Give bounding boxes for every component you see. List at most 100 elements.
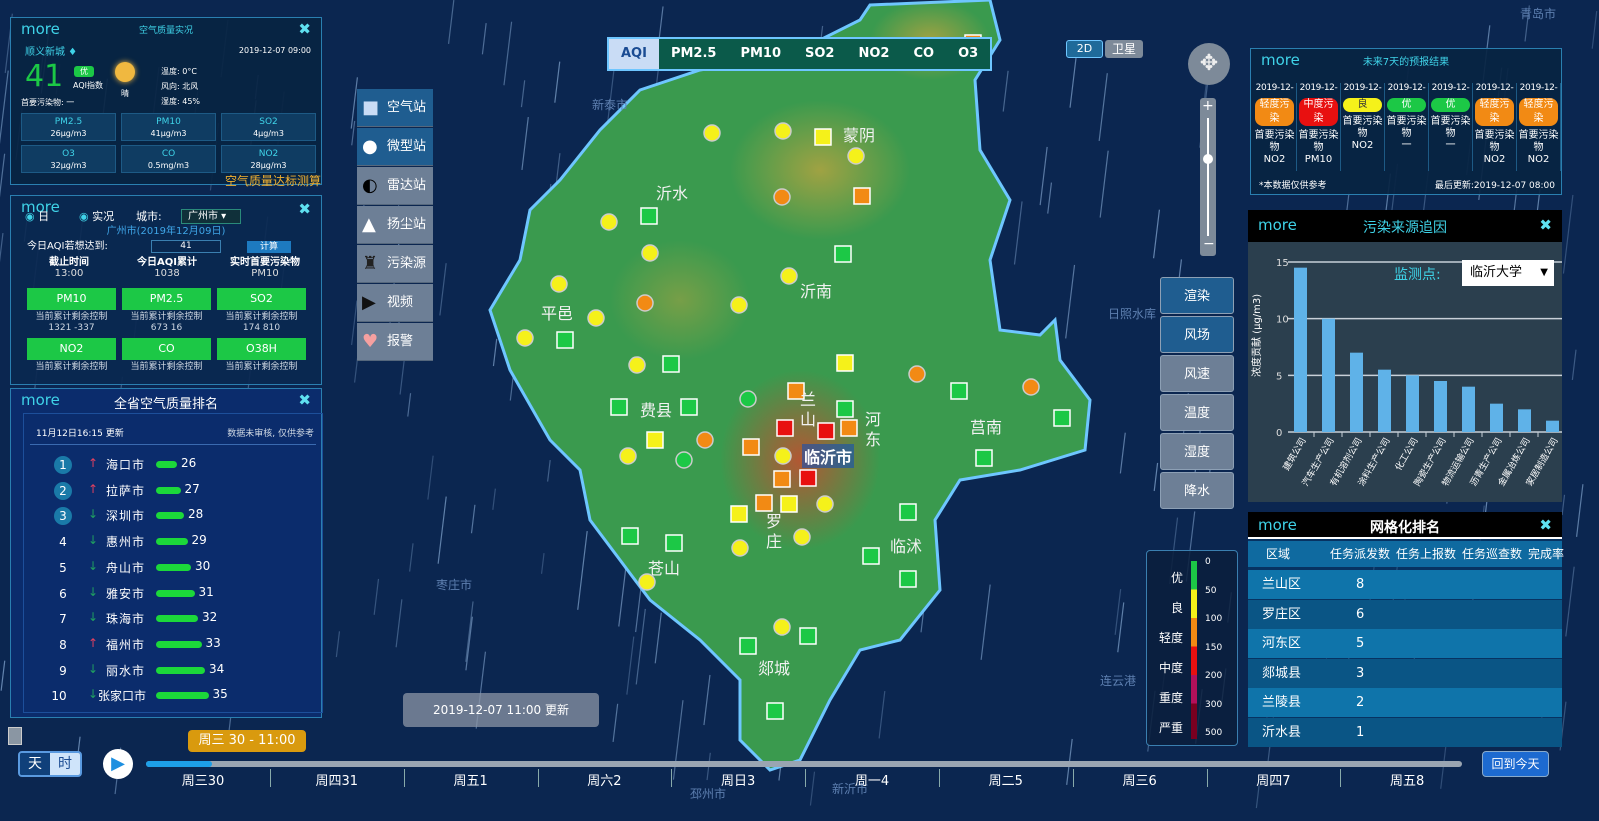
footer-link[interactable]: 空气质量达标测算 (224, 175, 321, 187)
pollutant-button[interactable]: PM10 (27, 288, 116, 310)
air-station-marker[interactable] (834, 245, 852, 263)
bar[interactable] (1350, 352, 1363, 432)
air-station-marker[interactable] (853, 187, 871, 205)
timeline-track[interactable] (146, 761, 1462, 767)
layer-button[interactable]: 降水 (1160, 472, 1234, 509)
more-link[interactable]: more (1258, 516, 1297, 534)
bar[interactable] (1294, 267, 1307, 432)
timeline-label[interactable]: 周一4 (854, 774, 890, 789)
pollutant-cell[interactable]: PM2.5 26μg/m3 (21, 113, 116, 141)
calc-button[interactable]: 计算 (247, 241, 291, 253)
mode-day[interactable]: 天 (20, 753, 50, 775)
air-station-marker[interactable] (776, 419, 794, 437)
micro-station-marker[interactable] (847, 147, 865, 165)
layer-button[interactable]: 风速 (1160, 355, 1234, 392)
micro-station-marker[interactable] (774, 122, 792, 140)
timeline-label[interactable]: 周日3 (721, 774, 756, 789)
air-station-marker[interactable] (665, 534, 683, 552)
layer-button[interactable]: 渲染 (1160, 277, 1234, 314)
micro-station-marker[interactable] (739, 390, 757, 408)
micro-station-marker[interactable] (628, 356, 646, 374)
pollutant-button[interactable]: CO (122, 338, 211, 360)
toolbar-circle[interactable]: ● 微型站 (357, 128, 433, 166)
air-station-marker[interactable] (640, 207, 658, 225)
bar[interactable] (1378, 369, 1391, 432)
timeline-label[interactable]: 周三6 (1122, 774, 1157, 789)
pan-control-icon[interactable]: ✥ (1188, 43, 1230, 85)
toolbar-factory[interactable]: ♜ 污染源 (357, 245, 433, 283)
air-station-marker[interactable] (840, 419, 858, 437)
micro-station-marker[interactable] (773, 188, 791, 206)
table-row[interactable]: 沂水县 1 (1248, 717, 1562, 747)
air-station-marker[interactable] (646, 431, 664, 449)
bar[interactable] (1546, 420, 1559, 432)
micro-station-marker[interactable] (731, 539, 749, 557)
city-select[interactable]: 顺义新城 ♦ (25, 47, 78, 58)
more-link[interactable]: more (21, 198, 60, 216)
zoom-out-icon[interactable]: − (1203, 236, 1215, 252)
timeline-label[interactable]: 周四31 (315, 774, 359, 789)
air-station-marker[interactable] (621, 527, 639, 545)
pollutant-button[interactable]: O38H (217, 338, 306, 360)
pollutant-button[interactable]: SO2 (217, 288, 306, 310)
table-row[interactable]: 河东区 5 (1248, 629, 1562, 658)
micro-station-marker[interactable] (600, 213, 618, 231)
air-station-marker[interactable] (742, 438, 760, 456)
tab-co[interactable]: CO (913, 46, 935, 61)
air-station-marker[interactable] (556, 331, 574, 349)
air-station-marker[interactable] (610, 398, 628, 416)
toolbar-half-circle[interactable]: ◐ 雷达站 (357, 167, 433, 205)
more-link[interactable]: more (1261, 51, 1300, 69)
layer-button[interactable]: 湿度 (1160, 433, 1234, 470)
layers-icon[interactable] (8, 727, 22, 745)
timeline-label[interactable]: 周六2 (587, 774, 622, 789)
micro-station-marker[interactable] (516, 329, 534, 347)
table-row[interactable]: 罗庄区 6 (1248, 599, 1562, 629)
toolbar-alarm[interactable]: ♥ 报警 (357, 323, 433, 361)
toolbar-square[interactable]: ■ 空气站 (357, 89, 433, 127)
radio-live[interactable]: ◉ 实况 (79, 210, 115, 223)
air-station-marker[interactable] (862, 547, 880, 565)
radio-day[interactable]: ◉ 日 (25, 210, 50, 223)
air-station-marker[interactable] (680, 398, 698, 416)
tab-o3[interactable]: O3 (958, 46, 979, 61)
micro-station-marker[interactable] (550, 275, 568, 293)
timeline-label[interactable]: 周四7 (1256, 774, 1291, 789)
air-station-marker[interactable] (1053, 409, 1071, 427)
micro-station-marker[interactable] (587, 309, 605, 327)
bar[interactable] (1322, 318, 1335, 432)
air-station-marker[interactable] (730, 505, 748, 523)
bar[interactable] (1518, 409, 1531, 432)
more-link[interactable]: more (1258, 216, 1297, 234)
micro-station-marker[interactable] (908, 365, 926, 383)
pollutant-cell[interactable]: SO2 4μg/m3 (221, 113, 316, 141)
air-station-marker[interactable] (836, 400, 854, 418)
air-station-marker[interactable] (814, 128, 832, 146)
mode-hour[interactable]: 时 (50, 753, 80, 775)
air-station-marker[interactable] (950, 382, 968, 400)
bar[interactable] (1434, 381, 1447, 432)
toolbar-triangle[interactable]: ▲ 扬尘站 (357, 206, 433, 244)
bar[interactable] (1406, 375, 1419, 432)
zoom-in-icon[interactable]: + (1202, 98, 1214, 114)
micro-station-marker[interactable] (773, 618, 791, 636)
back-to-today-button[interactable]: 回到今天 (1482, 751, 1549, 777)
air-station-marker[interactable] (899, 503, 917, 521)
granularity-toggle[interactable]: 天 时 (18, 751, 82, 777)
tab-pm10[interactable]: PM10 (740, 46, 782, 61)
micro-station-marker[interactable] (675, 451, 693, 469)
table-row[interactable]: 兰陵县 2 (1248, 688, 1562, 717)
tab-no2[interactable]: NO2 (858, 46, 890, 61)
micro-station-marker[interactable] (774, 447, 792, 465)
station-select[interactable]: 临沂大学 ▼ (1462, 260, 1554, 286)
micro-station-marker[interactable] (816, 495, 834, 513)
target-input[interactable]: 41 (151, 240, 221, 253)
table-row[interactable]: 兰山区 8 (1248, 570, 1562, 599)
bar[interactable] (1462, 386, 1475, 432)
air-station-marker[interactable] (799, 469, 817, 487)
micro-station-marker[interactable] (780, 267, 798, 285)
pollutant-button[interactable]: NO2 (27, 338, 116, 360)
pollutant-cell[interactable]: PM10 41μg/m3 (121, 113, 216, 141)
air-station-marker[interactable] (766, 702, 784, 720)
tab-pm25[interactable]: PM2.5 (670, 46, 717, 61)
